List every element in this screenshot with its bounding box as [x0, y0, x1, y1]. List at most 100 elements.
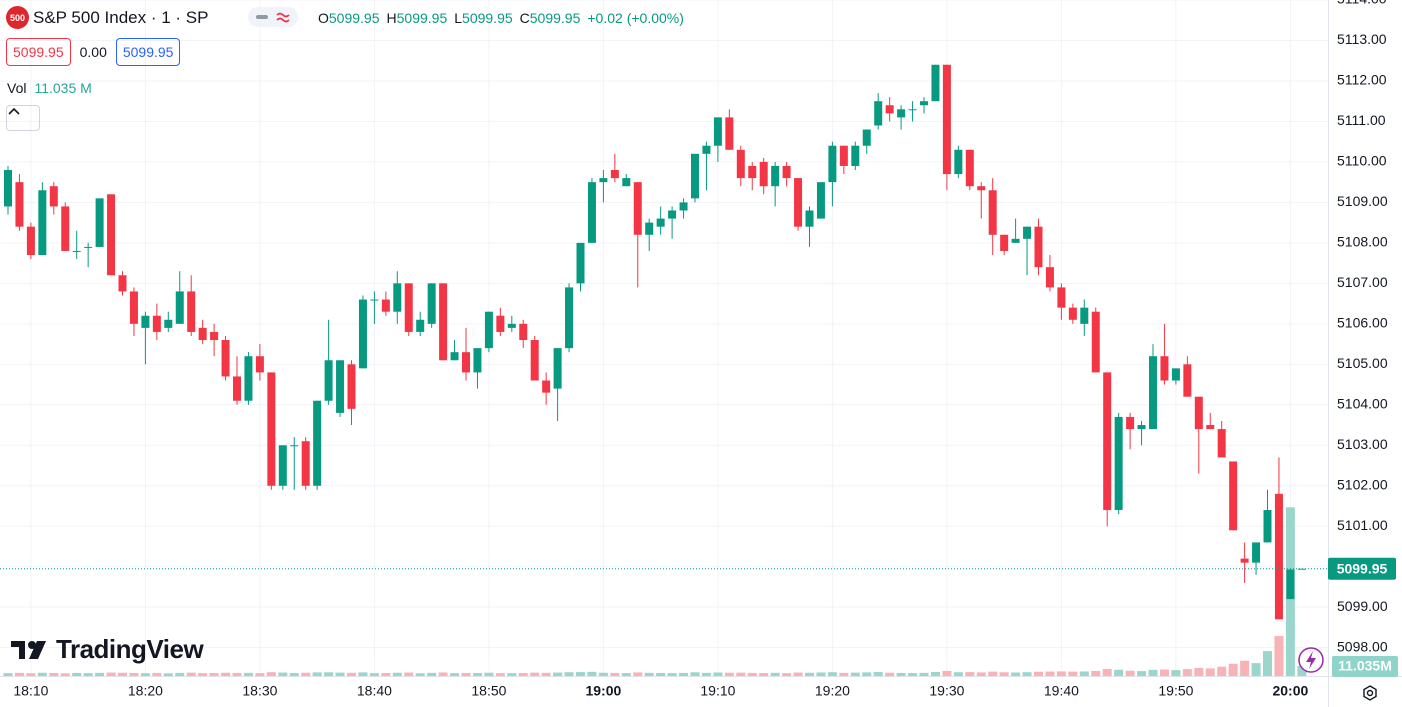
spread: 0.00	[79, 44, 107, 60]
volume-bar	[301, 672, 311, 676]
candle-body	[1171, 368, 1180, 381]
volume-bar	[759, 673, 769, 676]
candle-body	[1057, 287, 1066, 308]
volume-bar	[919, 672, 929, 676]
candle-body	[1286, 569, 1295, 600]
candle-body	[462, 352, 470, 373]
candle-body	[553, 348, 562, 389]
candle-body	[1137, 425, 1146, 430]
volume-bar	[587, 671, 597, 676]
candle-body	[1240, 558, 1249, 563]
candle-body	[450, 352, 459, 361]
ohlc-key: O	[318, 10, 329, 26]
candle-body	[347, 364, 356, 409]
volume-bar	[1274, 636, 1284, 676]
volume-bar	[1068, 671, 1078, 676]
candle-body	[233, 376, 241, 401]
candle-body	[84, 246, 93, 248]
volume-bar	[644, 672, 654, 676]
volume-bar	[953, 672, 963, 676]
volume-bar	[724, 672, 734, 676]
volume-bar	[83, 673, 93, 676]
candle-body	[15, 182, 24, 227]
toggle-icons	[256, 12, 290, 23]
x-tick-label: 19:30	[929, 683, 964, 699]
volume-bar	[335, 672, 345, 676]
y-tick-label: 5098.00	[1337, 638, 1388, 654]
candle-body	[473, 348, 482, 373]
candle-body	[301, 441, 310, 486]
y-tick-label: 5104.00	[1337, 395, 1388, 411]
candle-body	[725, 117, 734, 150]
volume-bar	[1240, 660, 1250, 676]
volume-bar	[278, 672, 288, 676]
settings-icon[interactable]	[1363, 685, 1377, 701]
candle-body	[1126, 416, 1135, 430]
symbol-title[interactable]: S&P 500 Index · 1 · SP	[33, 7, 209, 27]
volume-bar	[472, 673, 482, 676]
volume-bar	[152, 672, 162, 676]
ohlc-key: H	[386, 10, 397, 26]
candle-body	[370, 299, 379, 301]
volume-bar	[1125, 670, 1135, 676]
flash-icon[interactable]	[1298, 647, 1324, 673]
sell-button[interactable]: 5099.95	[6, 38, 71, 66]
candle-body	[679, 202, 688, 211]
candle-body	[954, 149, 963, 175]
volume-bar	[37, 672, 47, 676]
volume-bar	[610, 672, 620, 676]
mode-toggle[interactable]	[248, 7, 298, 27]
candle-body	[576, 242, 585, 284]
x-tick-label: 20:00	[1272, 683, 1308, 699]
y-tick-label: 5114.00	[1337, 0, 1387, 7]
candle-body	[1114, 416, 1123, 511]
volume-bar	[415, 673, 425, 676]
x-tick-label: 18:20	[128, 683, 163, 699]
volume-bar	[106, 672, 116, 676]
candle-body	[645, 222, 654, 235]
candle-body	[1080, 307, 1089, 324]
volume-bar	[747, 672, 757, 676]
volume-bar	[289, 673, 299, 676]
candle-body	[599, 178, 608, 183]
candle-body	[816, 182, 825, 219]
volume-bar	[942, 670, 952, 676]
candle-body	[828, 145, 837, 183]
candle-body	[404, 283, 413, 332]
candle-body	[1229, 461, 1238, 531]
y-tick-label: 5112.00	[1337, 72, 1387, 88]
volume-bar	[827, 672, 837, 676]
candle-body	[668, 210, 677, 219]
volume-bar	[862, 672, 872, 676]
collapse-button[interactable]	[6, 105, 40, 131]
volume-bar	[60, 673, 70, 676]
candle-body	[221, 340, 230, 377]
volume-bar	[782, 673, 792, 676]
candle-body	[61, 206, 70, 251]
candle-body	[1183, 364, 1192, 397]
volume-bar	[495, 673, 505, 676]
volume-bar	[873, 671, 883, 676]
volume-bar	[1297, 665, 1307, 676]
volume-bar	[850, 672, 860, 676]
candle-body	[49, 186, 58, 207]
volume-bar	[553, 672, 563, 676]
x-tick-label: 19:10	[700, 683, 735, 699]
volume-bar	[988, 671, 998, 676]
ohlc-value: 5099.95	[462, 10, 513, 26]
volume-bar	[1148, 669, 1158, 676]
volume-axis-label: 11.035M	[1338, 658, 1392, 674]
y-tick-label: 5106.00	[1337, 315, 1388, 331]
volume-bar	[793, 672, 803, 676]
candle-body	[942, 64, 951, 175]
buy-button[interactable]: 5099.95	[115, 38, 181, 66]
candle-body	[1194, 396, 1203, 430]
x-tick-label: 18:50	[471, 683, 506, 699]
candle-body	[4, 170, 12, 207]
y-tick-label: 5109.00	[1337, 193, 1388, 209]
candle-body	[290, 445, 299, 447]
ohlc-value: 5099.95	[529, 10, 581, 26]
candle-body	[381, 299, 390, 312]
candle-body	[507, 323, 516, 328]
volume-bar	[1159, 669, 1169, 676]
